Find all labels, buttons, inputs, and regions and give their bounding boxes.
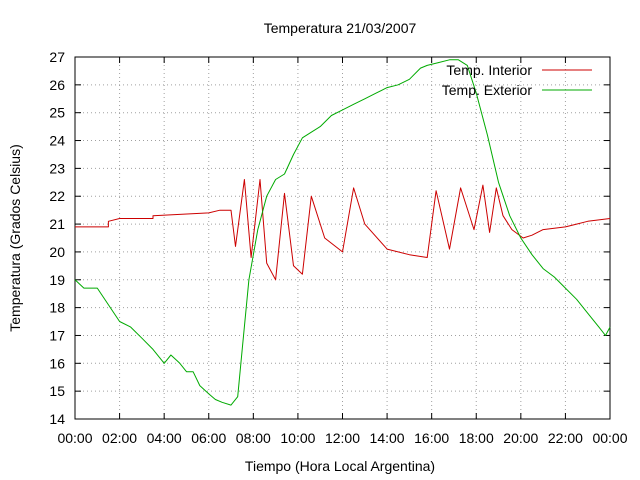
x-tick-label: 04:00	[147, 430, 182, 446]
x-tick-label: 08:00	[236, 430, 271, 446]
y-axis-label: Temperatura (Grados Celsius)	[7, 144, 23, 332]
x-tick-label: 14:00	[370, 430, 405, 446]
y-tick-label: 25	[49, 105, 65, 121]
y-tick-label: 19	[49, 272, 65, 288]
x-tick-label: 16:00	[414, 430, 449, 446]
legend-label-exterior: Temp. Exterior	[442, 82, 533, 98]
series-lines	[74, 59, 611, 406]
y-tick-label: 27	[49, 49, 65, 65]
x-tick-label: 06:00	[191, 430, 226, 446]
y-tick-label: 17	[49, 327, 65, 343]
y-tick-label: 16	[49, 355, 65, 371]
y-axis: 14 15 16 17 18 19 20 21 22 23 24 25 26 27	[49, 49, 610, 427]
y-tick-label: 21	[49, 216, 65, 232]
legend: Temp. Interior Temp. Exterior	[442, 62, 592, 98]
y-tick-label: 26	[49, 77, 65, 93]
grid-lines	[75, 57, 610, 419]
y-tick-label: 24	[49, 133, 65, 149]
x-tick-label: 18:00	[459, 430, 494, 446]
y-tick-label: 20	[49, 244, 65, 260]
y-tick-label: 14	[49, 411, 65, 427]
x-tick-label: 00:00	[57, 430, 92, 446]
x-tick-label: 10:00	[280, 430, 315, 446]
y-tick-label: 23	[49, 160, 65, 176]
y-tick-label: 22	[49, 188, 65, 204]
x-tick-label: 12:00	[325, 430, 360, 446]
series-line-exterior	[74, 59, 611, 406]
y-tick-label: 15	[49, 383, 65, 399]
x-axis: 00:00 02:00 04:00 06:00 08:00 10:00 12:00 14:00…	[57, 57, 628, 446]
legend-label-interior: Temp. Interior	[446, 62, 532, 78]
x-tick-label: 00:00	[592, 430, 627, 446]
x-tick-label: 22:00	[548, 430, 583, 446]
series-line-interior	[75, 179, 611, 281]
x-tick-label: 20:00	[503, 430, 538, 446]
chart-title: Temperatura 21/03/2007	[264, 20, 417, 36]
y-tick-label: 18	[49, 300, 65, 316]
x-tick-label: 02:00	[102, 430, 137, 446]
x-axis-label: Tiempo (Hora Local Argentina)	[245, 458, 435, 474]
